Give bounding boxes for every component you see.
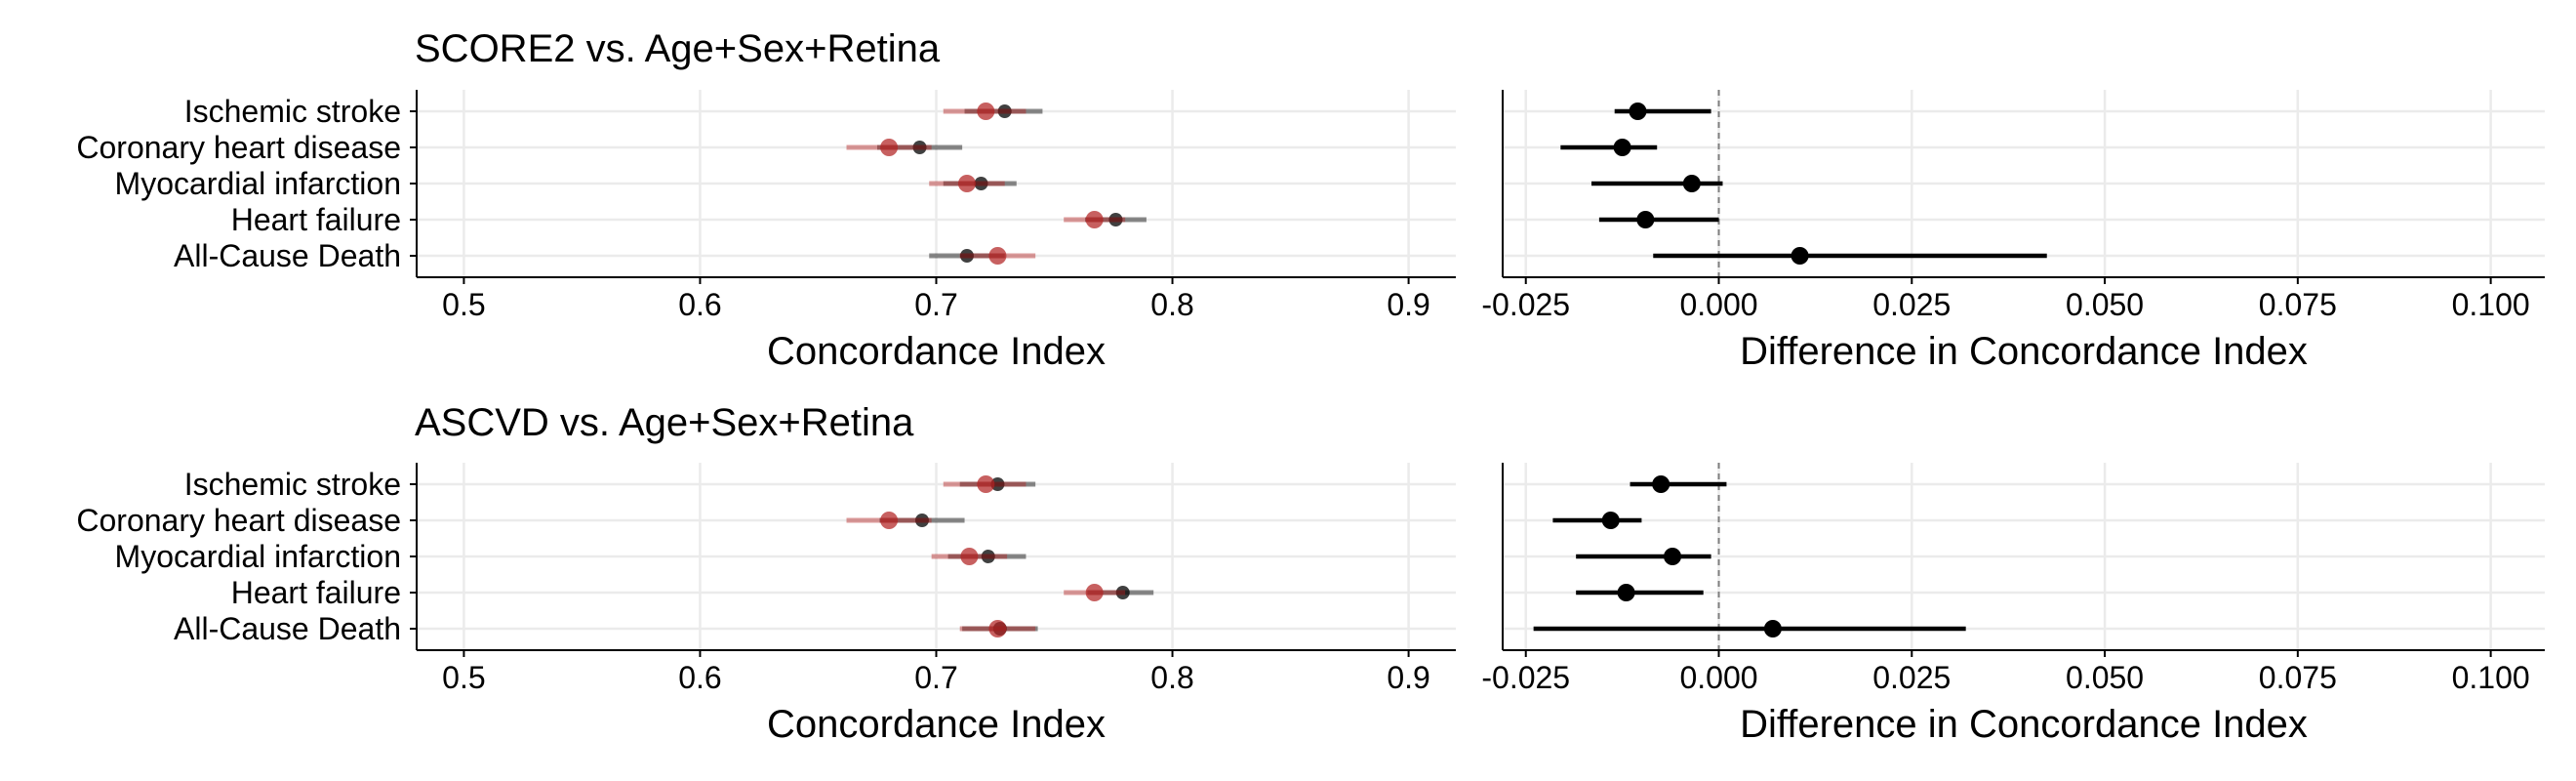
panel-title: ASCVD vs. Age+Sex+Retina	[415, 401, 914, 444]
y-tick-label: Heart failure	[231, 575, 401, 610]
x-tick-label: 0.075	[2259, 287, 2337, 322]
data-point	[959, 249, 974, 263]
x-axis-title: Difference in Concordance Index	[1740, 703, 2308, 746]
panel-1: SCORE2 vs. Age+Sex+Retina Ischemic stroke…	[76, 27, 1456, 373]
x-tick-label: 0.8	[1150, 287, 1193, 322]
data-point	[1613, 139, 1631, 156]
data-point	[1108, 213, 1123, 226]
x-tick-label: 0.100	[2452, 660, 2530, 695]
y-tick-label: All-Cause Death	[174, 611, 401, 646]
data-point	[1763, 620, 1782, 637]
data-point	[988, 247, 1007, 265]
x-tick-label: 0.7	[914, 287, 957, 322]
data-point	[957, 175, 976, 192]
x-tick-label: 0.100	[2452, 287, 2530, 322]
series-2	[846, 103, 1126, 265]
x-tick-label: 0.5	[442, 287, 485, 322]
x-tick-label: 0.6	[678, 660, 721, 695]
data-point	[1617, 584, 1635, 601]
panel-title: SCORE2 vs. Age+Sex+Retina	[415, 27, 941, 70]
y-tick-label: All-Cause Death	[174, 238, 401, 273]
data-point	[880, 512, 899, 529]
data-point	[880, 139, 899, 156]
data-point	[988, 620, 1007, 637]
data-point	[1682, 175, 1701, 192]
data-point	[1085, 584, 1104, 601]
data-point	[1664, 548, 1682, 565]
data-point	[1601, 512, 1620, 529]
x-tick-label: 0.000	[1679, 287, 1757, 322]
series-2	[846, 475, 1126, 637]
x-tick-label: 0.5	[442, 660, 485, 695]
data-point	[1629, 103, 1647, 120]
data-point	[981, 550, 995, 563]
x-tick-label: 0.9	[1387, 660, 1429, 695]
data-point	[1652, 475, 1670, 493]
data-point	[914, 514, 929, 527]
data-point	[1115, 586, 1130, 599]
data-point	[997, 104, 1012, 118]
x-tick-label: -0.025	[1481, 287, 1570, 322]
x-tick-label: 0.025	[1872, 287, 1951, 322]
x-tick-label: 0.8	[1150, 660, 1193, 695]
data-point	[977, 475, 995, 493]
x-tick-label: 0.9	[1387, 287, 1429, 322]
y-tick-label: Ischemic stroke	[184, 94, 401, 129]
y-tick-label: Myocardial infarction	[115, 166, 401, 201]
data-point	[974, 177, 988, 190]
x-tick-label: 0.025	[1872, 660, 1951, 695]
x-tick-label: 0.075	[2259, 660, 2337, 695]
data-point	[977, 103, 995, 120]
x-tick-label: 0.050	[2066, 287, 2144, 322]
data-point	[1791, 247, 1809, 265]
data-point	[960, 548, 979, 565]
x-tick-label: 0.7	[914, 660, 957, 695]
panel-2: -0.025 0.000 0.025 0.050 0.075 0.100 Differenc…	[1481, 90, 2545, 373]
data-point	[990, 477, 1005, 491]
y-tick-label: Coronary heart disease	[76, 130, 401, 165]
x-axis-title: Difference in Concordance Index	[1740, 330, 2308, 373]
y-tick-label: Myocardial infarction	[115, 539, 401, 574]
y-tick-label: Heart failure	[231, 202, 401, 237]
panel-4: -0.025 0.000 0.025 0.050 0.075 0.100 Differenc…	[1481, 463, 2545, 746]
x-tick-label: -0.025	[1481, 660, 1570, 695]
x-tick-label: 0.050	[2066, 660, 2144, 695]
x-tick-label: 0.000	[1679, 660, 1757, 695]
series-1	[1560, 103, 2047, 265]
x-tick-label: 0.6	[678, 287, 721, 322]
data-point	[1636, 211, 1655, 228]
data-point	[912, 141, 927, 154]
data-point	[1085, 211, 1104, 228]
series-1	[1533, 475, 1966, 637]
y-tick-label: Ischemic stroke	[184, 467, 401, 502]
x-axis-title: Concordance Index	[767, 330, 1106, 373]
x-axis-title: Concordance Index	[767, 703, 1106, 746]
y-tick-label: Coronary heart disease	[76, 503, 401, 538]
